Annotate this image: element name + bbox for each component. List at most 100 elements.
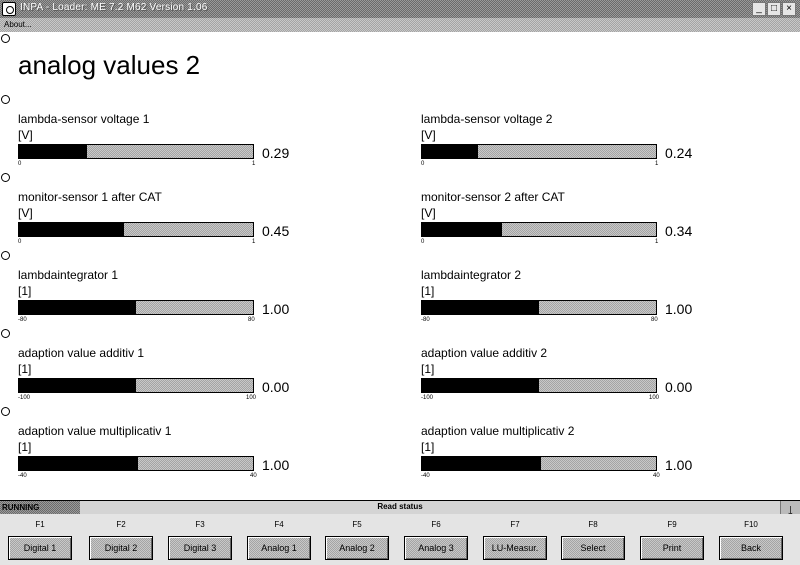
fkey-label-f10: F10 — [744, 520, 758, 529]
row-bullet — [1, 173, 10, 182]
gauge-min: -40 — [421, 473, 430, 479]
analog-1-button[interactable]: Analog 1 — [247, 536, 311, 560]
print-button[interactable]: Print — [640, 536, 704, 560]
gauge-lambdaintegrator-1: lambdaintegrator 1 [1] 1.00 -80 80 — [18, 268, 318, 332]
gauge-value: 1.00 — [262, 301, 290, 317]
running-status: RUNNING — [0, 501, 80, 514]
gauge-unit: [1] — [421, 362, 435, 376]
fkey-label-f8: F8 — [588, 520, 598, 529]
menu-bar: About... — [0, 18, 800, 32]
title-bar: INPA - Loader: ME 7.2 M62 Version 1.06 _… — [0, 0, 800, 18]
gauge-bar — [421, 144, 657, 159]
maximize-button[interactable]: □ — [767, 2, 781, 16]
main-panel: analog values 2 lambda-sensor voltage 1 … — [0, 32, 800, 500]
gauge-label: monitor-sensor 1 after CAT — [18, 190, 162, 204]
digital-3-button[interactable]: Digital 3 — [168, 536, 232, 560]
row-bullet — [1, 407, 10, 416]
gauge-unit: [V] — [421, 128, 436, 142]
digital-1-button[interactable]: Digital 1 — [8, 536, 72, 560]
page-title: analog values 2 — [18, 50, 201, 80]
gauge-fill — [19, 145, 87, 158]
row-bullet — [1, 329, 10, 338]
gauge-max: 1 — [252, 161, 256, 167]
gauge-value: 1.00 — [665, 301, 693, 317]
gauge-label: adaption value additiv 1 — [18, 346, 145, 360]
gauge-bar — [18, 456, 254, 471]
gauge-label: lambdaintegrator 2 — [421, 268, 522, 282]
analog-2-button[interactable]: Analog 2 — [325, 536, 389, 560]
fkey-label-f2: F2 — [116, 520, 126, 529]
select-button[interactable]: Select — [561, 536, 625, 560]
gauge-adaption-multiplicativ-2: adaption value multiplicativ 2 [1] 1.00 … — [421, 424, 721, 488]
fkey-label-f6: F6 — [431, 520, 441, 529]
gauge-value: 0.45 — [262, 223, 290, 239]
gauge-label: lambda-sensor voltage 1 — [18, 112, 150, 126]
gauge-min: -100 — [421, 395, 434, 401]
gauge-adaption-additiv-1: adaption value additiv 1 [1] 0.00 -100 1… — [18, 346, 318, 410]
close-button[interactable]: × — [782, 2, 796, 16]
gauge-label: monitor-sensor 2 after CAT — [421, 190, 565, 204]
gauge-max: 1 — [655, 161, 659, 167]
gauge-bar — [421, 222, 657, 237]
row-bullet — [1, 251, 10, 260]
gauge-fill — [19, 379, 136, 392]
row-bullet — [1, 95, 10, 104]
gauge-unit: [V] — [18, 128, 33, 142]
about-menu-item[interactable]: About... — [4, 20, 32, 29]
gauge-fill — [422, 301, 539, 314]
fkey-label-f1: F1 — [35, 520, 45, 529]
gauge-max: 40 — [250, 473, 257, 479]
gauge-max: 1 — [655, 239, 659, 245]
gauge-bar — [18, 378, 254, 393]
gauge-min: 0 — [18, 239, 22, 245]
gauge-fill — [19, 457, 139, 470]
gauge-value: 1.00 — [665, 457, 693, 473]
function-key-bar: F1 F2 F3 F4 F5 F6 F7 F8 F9 F10 Digital 1… — [0, 514, 800, 565]
read-status: Read status — [377, 502, 423, 511]
gauge-max: 1 — [252, 239, 256, 245]
gauge-bar — [18, 144, 254, 159]
status-bar: RUNNING Read status ↓ — [0, 500, 800, 523]
gauge-lambda-sensor-voltage-1: lambda-sensor voltage 1 [V] 0.29 0 1 — [18, 112, 318, 176]
gauge-fill — [19, 301, 136, 314]
gauge-bar — [421, 300, 657, 315]
gauge-bar — [18, 300, 254, 315]
app-icon[interactable] — [2, 2, 16, 16]
gauge-unit: [1] — [421, 284, 435, 298]
gauge-max: 100 — [246, 395, 257, 401]
gauge-min: -80 — [421, 317, 430, 323]
gauge-min: 0 — [421, 239, 425, 245]
digital-2-button[interactable]: Digital 2 — [89, 536, 153, 560]
gauge-min: -40 — [18, 473, 27, 479]
gauge-fill — [422, 379, 539, 392]
gauge-unit: [1] — [18, 362, 32, 376]
gauge-bar — [421, 378, 657, 393]
gauge-value: 0.34 — [665, 223, 693, 239]
gauge-label: adaption value multiplicativ 2 — [421, 424, 575, 438]
gauge-fill — [422, 457, 542, 470]
minimize-button[interactable]: _ — [752, 2, 766, 16]
gauge-value: 0.29 — [262, 145, 290, 161]
gauge-unit: [V] — [18, 206, 33, 220]
gauge-monitor-sensor-1: monitor-sensor 1 after CAT [V] 0.45 0 1 — [18, 190, 318, 254]
gauge-min: -100 — [18, 395, 31, 401]
gauge-max: 40 — [653, 473, 660, 479]
gauge-label: lambdaintegrator 1 — [18, 268, 119, 282]
back-button[interactable]: Back — [719, 536, 783, 560]
gauge-unit: [1] — [18, 284, 32, 298]
gauge-max: 80 — [651, 317, 658, 323]
fkey-label-f3: F3 — [195, 520, 205, 529]
gauge-label: adaption value multiplicativ 1 — [18, 424, 172, 438]
analog-3-button[interactable]: Analog 3 — [404, 536, 468, 560]
lu-measur-button[interactable]: LU-Measur. — [483, 536, 547, 560]
gauge-fill — [422, 145, 479, 158]
fkey-label-f9: F9 — [667, 520, 677, 529]
gauge-fill — [422, 223, 502, 236]
gauge-unit: [1] — [18, 440, 32, 454]
gauge-unit: [1] — [421, 440, 435, 454]
gauge-min: 0 — [18, 161, 22, 167]
fkey-label-f4: F4 — [274, 520, 284, 529]
gauge-lambdaintegrator-2: lambdaintegrator 2 [1] 1.00 -80 80 — [421, 268, 721, 332]
gauge-lambda-sensor-voltage-2: lambda-sensor voltage 2 [V] 0.24 0 1 — [421, 112, 721, 176]
fkey-label-f7: F7 — [510, 520, 520, 529]
